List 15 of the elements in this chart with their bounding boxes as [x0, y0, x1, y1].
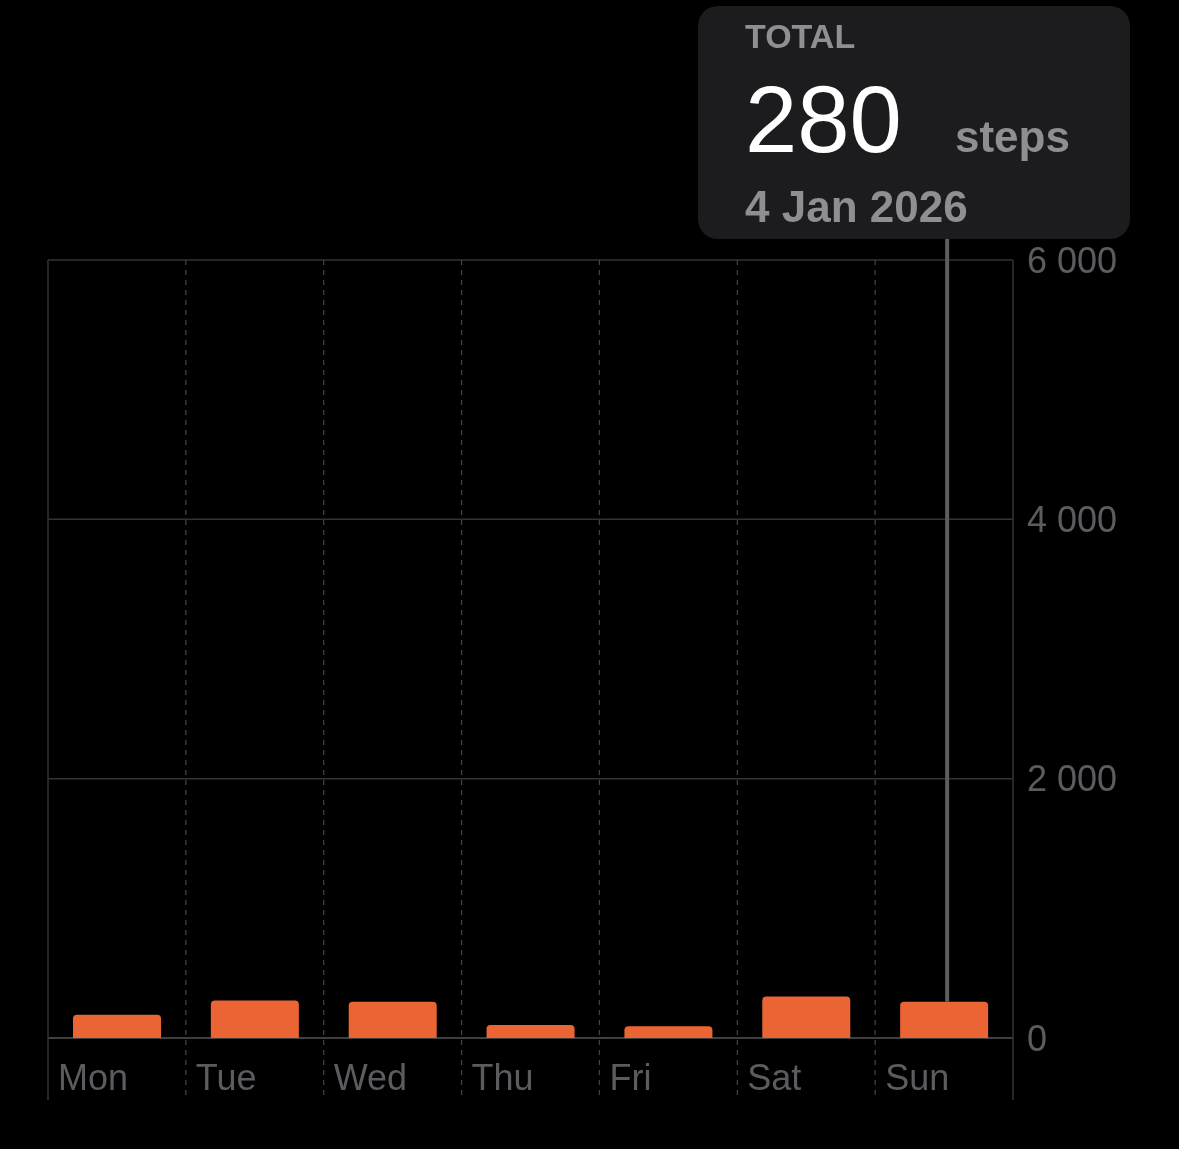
y-tick-label: 4 000: [1027, 498, 1118, 540]
x-tick-label: Wed: [333, 1057, 408, 1098]
x-tick-label: Sat: [747, 1057, 802, 1098]
x-tick-label: Thu: [471, 1057, 534, 1098]
y-tick-label: 6 000: [1027, 239, 1118, 281]
text: 280: [745, 67, 902, 172]
x-tick-label: Tue: [195, 1057, 257, 1098]
x-tick-label: Fri: [609, 1057, 652, 1098]
x-tick-label: Mon: [58, 1057, 129, 1098]
text: TOTAL: [745, 17, 856, 55]
y-tick-label: 2 000: [1027, 758, 1118, 800]
text: 4 Jan 2026: [745, 182, 968, 231]
text: steps: [955, 112, 1070, 161]
x-tick-label: Sun: [885, 1057, 950, 1098]
y-tick-label: 0: [1027, 1017, 1048, 1059]
